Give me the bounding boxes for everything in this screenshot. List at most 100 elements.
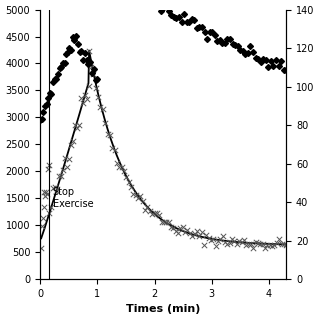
Point [70, 139, 76, 144]
Point [112, 148, 117, 153]
Point [96, 94, 101, 100]
Point [246, 241, 251, 246]
Text: Stop
Exercise: Stop Exercise [52, 188, 93, 209]
Point [253, 240, 258, 245]
Point [126, 180, 131, 185]
Point [103, 120, 108, 125]
Point [260, 242, 265, 247]
Point [255, 240, 260, 245]
Point [45, 166, 50, 172]
Point [279, 241, 284, 246]
Point [201, 243, 206, 248]
Point [147, 209, 152, 214]
Point [204, 233, 209, 238]
Point [64, 164, 69, 170]
Point [131, 191, 136, 196]
Point [182, 230, 188, 235]
Point [105, 131, 110, 136]
Point [276, 236, 282, 241]
Point [119, 165, 124, 170]
Point [272, 242, 277, 247]
Point [161, 220, 166, 225]
Point [175, 230, 180, 235]
Point [248, 242, 253, 247]
Point [66, 156, 71, 162]
Point [76, 122, 81, 127]
Point [39, 223, 44, 228]
Point [44, 189, 49, 195]
Point [178, 225, 183, 230]
Point [117, 164, 122, 169]
Point [140, 199, 145, 204]
Point [72, 123, 77, 128]
Point [229, 236, 235, 242]
Point [121, 168, 126, 173]
Point [220, 234, 225, 239]
Point [236, 238, 242, 243]
Point [154, 211, 159, 216]
Point [145, 204, 150, 209]
Point [267, 243, 272, 248]
Point [82, 92, 87, 97]
Point [133, 193, 138, 198]
Point [138, 194, 143, 199]
Point [100, 106, 105, 111]
Point [281, 241, 286, 246]
Point [274, 240, 279, 245]
Point [91, 71, 96, 76]
Point [215, 238, 220, 243]
Point [52, 184, 58, 189]
Point [222, 240, 228, 245]
Point [199, 230, 204, 235]
X-axis label: Times (min): Times (min) [126, 304, 200, 315]
Point [244, 242, 249, 247]
Point [80, 101, 85, 106]
Point [157, 213, 162, 218]
Point [62, 156, 68, 161]
Point [239, 240, 244, 245]
Point [265, 243, 270, 248]
Point [60, 167, 66, 172]
Point [192, 231, 197, 236]
Point [187, 230, 192, 235]
Point [98, 105, 103, 110]
Point [107, 133, 112, 138]
Point [164, 220, 169, 225]
Point [194, 228, 199, 234]
Point [227, 240, 232, 245]
Point [208, 237, 213, 242]
Point [74, 125, 79, 130]
Point [86, 84, 91, 89]
Point [166, 219, 171, 224]
Point [114, 160, 119, 165]
Point [211, 236, 216, 242]
Point [86, 48, 91, 53]
Point [51, 185, 56, 190]
Point [269, 244, 275, 249]
Point [241, 237, 246, 242]
Point [46, 211, 52, 216]
Point [258, 241, 263, 246]
Point [89, 64, 94, 69]
Point [190, 234, 195, 239]
Point [234, 241, 239, 246]
Point [180, 225, 185, 230]
Point [44, 192, 50, 197]
Point [159, 220, 164, 225]
Point [54, 187, 60, 192]
Point [93, 85, 98, 90]
Point [56, 173, 61, 178]
Point [152, 210, 157, 215]
Point [150, 212, 155, 217]
Point [232, 238, 237, 244]
Point [213, 243, 218, 248]
Point [143, 208, 148, 213]
Point [46, 163, 51, 168]
Point [78, 95, 83, 100]
Point [135, 195, 140, 200]
Point [84, 96, 89, 101]
Point [128, 184, 133, 189]
Point [110, 146, 115, 151]
Point [59, 174, 64, 179]
Point [39, 245, 44, 250]
